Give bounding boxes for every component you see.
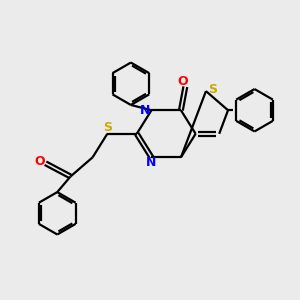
Text: S: S (208, 83, 217, 96)
Text: O: O (35, 155, 46, 168)
Text: S: S (103, 121, 112, 134)
Text: N: N (146, 156, 157, 169)
Text: N: N (140, 104, 150, 117)
Text: O: O (178, 75, 188, 88)
